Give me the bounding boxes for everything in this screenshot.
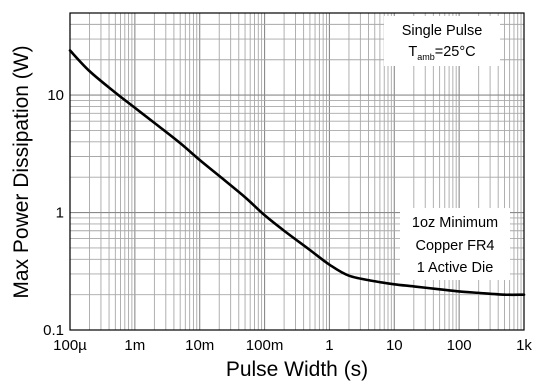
x-axis-title: Pulse Width (s) <box>226 358 368 381</box>
annotation-board-line-3: 1 Active Die <box>417 260 494 276</box>
annotation-board-line-1: 1oz Minimum <box>412 215 498 231</box>
annotation-tamb-rest: =25°C <box>435 44 476 60</box>
annotation-single-pulse-background <box>384 16 500 66</box>
annotation-tamb-sub: amb <box>417 52 435 62</box>
x-tick-label: 1m <box>124 337 145 354</box>
series-line <box>68 49 526 297</box>
y-tick-label: 0.1 <box>43 322 64 339</box>
annotation-single-pulse: Single Pulse <box>402 23 483 39</box>
series <box>68 49 526 297</box>
y-tick-label: 1 <box>56 205 64 222</box>
x-tick-label: 10 <box>386 337 403 354</box>
x-tick-label: 1k <box>516 337 532 354</box>
x-tick-label: 1 <box>325 337 333 354</box>
grid <box>69 12 524 331</box>
plot-frame <box>69 12 525 331</box>
annotation-tamb: Tamb=25°C <box>408 44 475 62</box>
annotation-tamb-main: T <box>408 44 417 60</box>
x-tick-label: 100µ <box>53 337 87 354</box>
annotation-board-background <box>400 208 510 280</box>
tick-labels: 100µ 1m 10m 100m 1 10 100 1k 0.1 1 10 <box>43 87 532 354</box>
x-tick-label: 100 <box>447 337 472 354</box>
annotations: Single Pulse Tamb=25°C 1oz Minimum Coppe… <box>384 16 510 280</box>
x-tick-label: 10m <box>185 337 214 354</box>
y-tick-label: 10 <box>47 87 64 104</box>
y-axis-title: Max Power Dissipation (W) <box>10 45 33 298</box>
annotation-board-line-2: Copper FR4 <box>416 238 495 254</box>
x-tick-label: 100m <box>246 337 284 354</box>
